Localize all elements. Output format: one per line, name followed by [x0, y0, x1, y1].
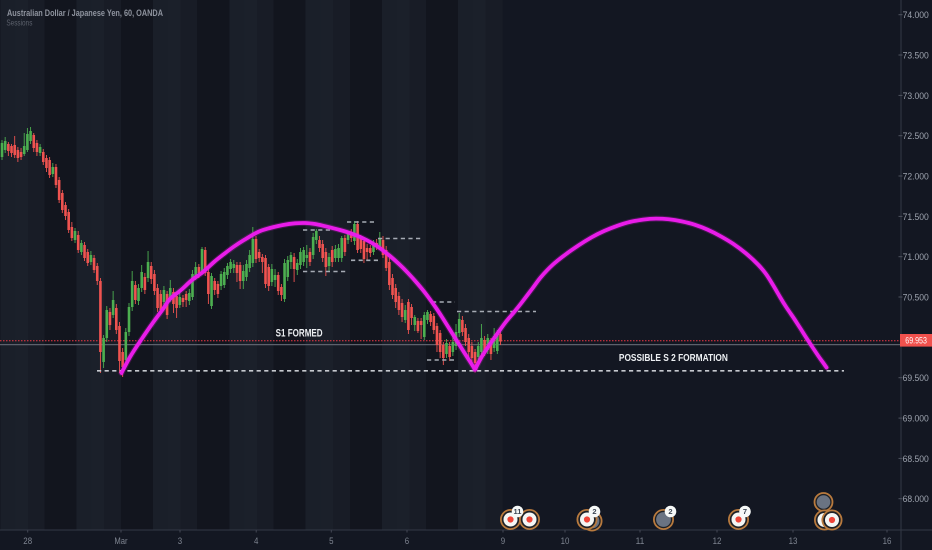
svg-text:11: 11 — [636, 536, 645, 546]
svg-text:5: 5 — [329, 536, 333, 546]
svg-text:69.000: 69.000 — [903, 413, 929, 424]
svg-text:Mar: Mar — [114, 536, 127, 546]
svg-text:69.953: 69.953 — [905, 335, 927, 345]
svg-text:13: 13 — [789, 536, 798, 546]
svg-text:6: 6 — [405, 536, 409, 546]
svg-text:70.500: 70.500 — [903, 292, 929, 303]
svg-text:71.000: 71.000 — [903, 252, 929, 263]
svg-text:2: 2 — [592, 507, 596, 516]
svg-text:3: 3 — [178, 536, 182, 546]
svg-text:74.000: 74.000 — [903, 10, 929, 21]
svg-text:71.500: 71.500 — [903, 212, 929, 223]
svg-text:68.000: 68.000 — [903, 494, 929, 505]
svg-text:7: 7 — [743, 507, 747, 516]
svg-text:72.000: 72.000 — [903, 171, 929, 182]
svg-text:Australian Dollar / Japanese Y: Australian Dollar / Japanese Yen, 60, OA… — [7, 8, 163, 18]
svg-text:10: 10 — [561, 536, 570, 546]
svg-text:POSSIBLE S 2 FORMATION: POSSIBLE S 2 FORMATION — [619, 353, 728, 364]
svg-text:68.500: 68.500 — [903, 454, 929, 465]
svg-text:69.500: 69.500 — [903, 373, 929, 384]
svg-text:S1 FORMED: S1 FORMED — [276, 327, 323, 339]
svg-text:9: 9 — [501, 536, 505, 546]
svg-text:73.000: 73.000 — [903, 91, 929, 102]
svg-text:4: 4 — [254, 536, 258, 546]
svg-text:28: 28 — [23, 536, 32, 546]
svg-text:11: 11 — [514, 507, 522, 516]
svg-text:73.500: 73.500 — [903, 50, 929, 61]
svg-text:12: 12 — [713, 536, 722, 546]
svg-text:72.500: 72.500 — [903, 131, 929, 142]
svg-text:16: 16 — [883, 536, 892, 546]
svg-text:2: 2 — [668, 507, 672, 516]
svg-text:Sessions: Sessions — [6, 17, 32, 27]
